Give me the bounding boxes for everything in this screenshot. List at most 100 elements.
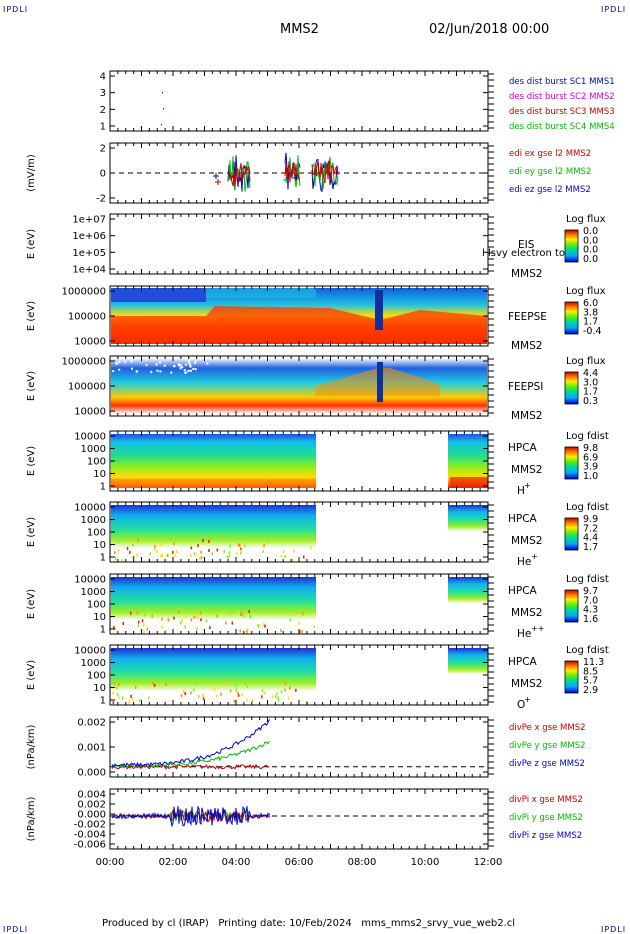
colorbar-tick: 2.9 [583, 685, 598, 696]
hpca-speck [190, 546, 193, 550]
hpca-spectrogram [448, 505, 488, 538]
colorbar-title: Log flux [566, 286, 606, 297]
legend-entry: divPe x gse MMS2 [509, 723, 586, 733]
y-tick-label: 100 [87, 600, 106, 611]
corner-label-tl: IPDLI [3, 5, 29, 14]
x-tick-label: 06:00 [285, 857, 314, 868]
feepsi-gap [179, 363, 182, 366]
hpca-speck [289, 686, 291, 690]
hpca-speck [180, 694, 183, 698]
hpca-speck [233, 699, 236, 703]
corner-label-br: IPDLI [601, 925, 627, 934]
y-tick-label: 1 [100, 625, 106, 636]
hpca-speck [298, 621, 301, 625]
colorbar-tick: 9.7 [583, 586, 598, 597]
hpca-speck [128, 700, 130, 704]
feepsi-gap [177, 363, 180, 366]
hpca-speck [213, 683, 216, 687]
hpca-speck [261, 695, 263, 699]
legend-entry: divPi z gse MMS2 [509, 831, 582, 841]
instrument-label: HPCA [508, 513, 538, 525]
panel-divpi [109, 788, 494, 850]
feepsi-gap [150, 370, 153, 373]
hpca-speck [179, 621, 182, 625]
colorbar-title: Log flux [566, 214, 606, 225]
hpca-speck [237, 693, 240, 697]
legend-entry: divPe z gse MMS2 [509, 759, 585, 769]
y-tick-label: 0.002 [77, 718, 106, 729]
colorbar [564, 589, 579, 623]
hpca-speck [197, 615, 199, 619]
colorbar-title: Log fdist [566, 431, 609, 442]
hpca-speck [117, 540, 120, 544]
legend-entry: divPi y gse MMS2 [509, 813, 583, 823]
hpca-speck [112, 691, 114, 695]
hpca-speck [202, 694, 204, 698]
hpca-speck [154, 545, 156, 549]
y-tick-label: 100000 [68, 312, 106, 323]
legend-entry: des dist burst SC1 MMS1 [509, 77, 615, 87]
colorbar [564, 446, 579, 480]
colorbar-tick: 0.0 [583, 254, 598, 265]
hpca-speck [211, 552, 213, 556]
y-tick-label: 10 [93, 683, 106, 694]
edi-mark [215, 179, 221, 185]
panel-hpca_he2 [109, 573, 494, 635]
feepse-band [375, 290, 383, 330]
colorbar-tick: 0.0 [583, 245, 598, 256]
hpca-speck [129, 550, 131, 554]
y-tick-label: 1000 [81, 444, 106, 455]
hpca-speck [246, 685, 249, 689]
colorbar-tick: 9.8 [583, 443, 598, 454]
panel-hpca_he [109, 501, 494, 563]
y-tick-label: 100 [87, 457, 106, 468]
colorbar-tick: 3.9 [583, 462, 598, 473]
hpca-speck [193, 552, 196, 556]
y-tick-label: 10 [93, 612, 106, 623]
hpca-speck [137, 539, 139, 543]
y-tick-label: 0.002 [77, 800, 106, 811]
hpca-speck [172, 550, 174, 554]
hpca-speck [199, 611, 202, 615]
hpca-speck [197, 544, 199, 548]
instrument-label: HPCA [508, 442, 538, 454]
edi-trace [311, 160, 339, 184]
hpca-speck [149, 552, 151, 556]
hpca-speck [223, 682, 226, 686]
hpca-speck [135, 686, 137, 690]
y-axis-label: (mV/m) [26, 154, 37, 192]
hpca-speck [238, 544, 241, 548]
edi-trace [284, 162, 301, 183]
hpca-speck [228, 611, 231, 615]
feepsi-gap [118, 368, 121, 371]
hpca-speck [149, 683, 151, 687]
hpca-speck [263, 544, 265, 548]
hpca-speck [189, 553, 192, 557]
colorbar-title: Log fdist [566, 502, 609, 513]
legend-entry: edi ez gse l2 MMS2 [509, 185, 591, 195]
legend-entry: edi ey gse l2 MMS2 [509, 167, 591, 177]
hpca-speck [196, 627, 198, 631]
panel-frame [109, 788, 489, 850]
y-tick-label: -0.006 [74, 840, 106, 851]
hpca-speck [223, 612, 225, 616]
hpca-speck [301, 630, 303, 634]
y-tick-label: 10000 [74, 575, 106, 586]
hpca-speck [153, 683, 156, 687]
colorbar-tick: 0.3 [583, 396, 598, 407]
hpca-speck [240, 549, 242, 553]
datetime-title: 02/Jun/2018 00:00 [429, 22, 550, 37]
hpca-speck [284, 555, 286, 559]
charge-label: + [524, 695, 531, 704]
y-tick-label: 1e+07 [72, 215, 106, 226]
legend-entry: divPe y gse MMS2 [509, 741, 586, 751]
charge-label: + [524, 481, 531, 490]
hpca-speck [229, 689, 232, 693]
hpca-speck [226, 555, 229, 559]
corner-label-tr: IPDLI [601, 5, 627, 14]
spacecraft-label: MMS2 [511, 464, 542, 476]
y-tick-label: 2 [100, 144, 106, 155]
colorbar-tick: 6.9 [583, 452, 598, 463]
colorbar-tick: -0.4 [583, 326, 602, 337]
